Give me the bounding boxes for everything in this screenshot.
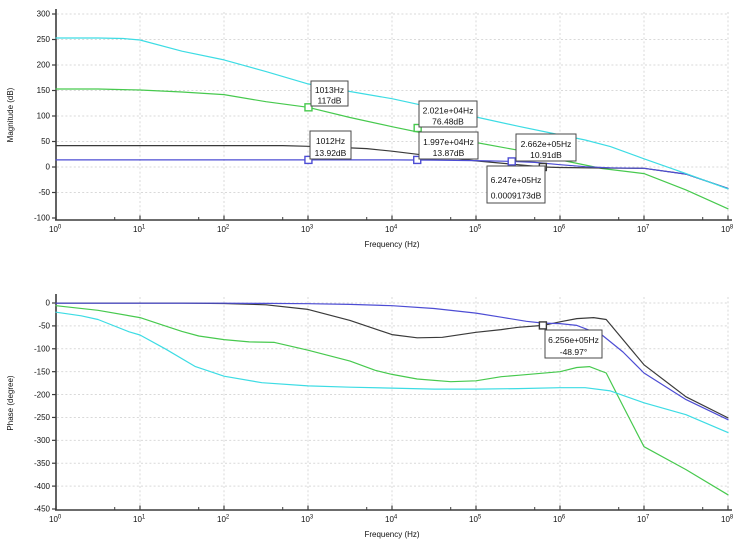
cursor-value: 13.87dB	[433, 148, 465, 158]
trace-cyan	[55, 311, 729, 434]
cursor-readout[interactable]: 1012Hz 13.92dB	[304, 130, 352, 165]
cursor-value: 13.92dB	[315, 148, 347, 158]
cursor-box[interactable]	[544, 329, 603, 359]
cursor-box[interactable]	[515, 133, 577, 162]
y-tick-label: 300	[37, 10, 51, 19]
cursor-marker[interactable]	[413, 123, 422, 133]
y-tick-label: 0	[46, 299, 51, 308]
cursor-box[interactable]	[418, 131, 479, 160]
x-tick-label: 104	[385, 225, 398, 235]
y-tick-label: -250	[34, 413, 51, 422]
cursor-marker[interactable]	[413, 155, 422, 165]
cursor-frequency: 6.256e+05Hz	[548, 335, 599, 345]
cursor-frequency: 1.997e+04Hz	[423, 137, 474, 147]
x-tick-label: 101	[133, 225, 146, 235]
cursor-frequency: 1013Hz	[315, 85, 344, 95]
y-tick-label: -450	[34, 505, 51, 514]
y-tick-label: -100	[34, 344, 51, 353]
x-tick-label: 103	[301, 225, 314, 235]
phase-plot: 100 101 102 103 104 105 106 107 108 0 -50 -100 -150 -…	[6, 294, 734, 539]
y-tick-label: 200	[37, 61, 51, 70]
cursor-value: 10.91dB	[530, 150, 562, 160]
x-tick-label: 107	[637, 515, 650, 525]
cursor-value: 76.48dB	[432, 116, 464, 126]
cursor-frequency: 1012Hz	[316, 136, 345, 146]
cursor-readout[interactable]: 6.256e+05Hz -48.97°	[538, 321, 603, 359]
x-tick-label: 103	[301, 515, 314, 525]
x-tick-label: 107	[637, 225, 650, 235]
cursor-frequency: 6.247e+05Hz	[491, 175, 542, 185]
x-tick-label: 102	[217, 515, 230, 525]
cursor-value: -48.97°	[560, 347, 588, 357]
x-tick-label: 100	[49, 515, 62, 525]
trace-black	[55, 302, 729, 419]
cursor-readout[interactable]: 6.247e+05Hz 0.0009173dB	[486, 162, 548, 204]
y-tick-label: -50	[38, 188, 50, 197]
cursor-value: 0.0009173dB	[491, 190, 542, 200]
y-tick-label: -150	[34, 367, 51, 376]
x-tick-label: 104	[385, 515, 398, 525]
y-tick-label: 50	[41, 137, 50, 146]
x-tick-label: 102	[217, 225, 230, 235]
x-tick-label: 108	[721, 515, 734, 525]
cursor-box[interactable]	[418, 100, 478, 128]
y-axis-label: Phase (degree)	[6, 375, 15, 430]
cursor-value: 117dB	[318, 96, 342, 106]
grid	[57, 12, 729, 219]
cursor-frequency: 2.021e+04Hz	[423, 105, 474, 115]
x-axis-label: Frequency (Hz)	[364, 530, 419, 539]
y-tick-label: 250	[37, 35, 51, 44]
y-tick-label: -100	[34, 214, 51, 223]
magnitude-plot: 100 101 102 103 104 105 106 107 108 300 250 200 150 1…	[6, 9, 734, 249]
x-axis-label: Frequency (Hz)	[364, 240, 419, 249]
y-axis-label: Magnitude (dB)	[6, 87, 15, 142]
x-tick-label: 101	[133, 515, 146, 525]
cursor-box[interactable]	[310, 80, 349, 107]
cursor-box[interactable]	[486, 165, 546, 204]
trace-cyan	[55, 37, 729, 190]
x-tick-label: 105	[469, 515, 482, 525]
y-tick-label: -400	[34, 482, 51, 491]
x-tick-label: 108	[721, 225, 734, 235]
y-tick-label: -200	[34, 390, 51, 399]
x-tick-label: 105	[469, 225, 482, 235]
y-tick-label: -50	[38, 322, 50, 331]
cursor-frequency: 2.662e+05Hz	[521, 139, 572, 149]
cursor-marker[interactable]	[507, 157, 516, 166]
trace-green	[55, 88, 729, 210]
grid	[57, 297, 729, 509]
x-tick-label: 106	[553, 225, 566, 235]
trace-blue	[55, 302, 729, 421]
cursor-marker[interactable]	[538, 321, 548, 330]
y-tick-label: 150	[37, 86, 51, 95]
cursor-marker[interactable]	[304, 103, 313, 112]
y-tick-label: 100	[37, 112, 51, 121]
cursor-marker[interactable]	[304, 155, 313, 165]
cursor-box[interactable]	[309, 130, 352, 160]
trace-green	[55, 305, 729, 496]
y-tick-label: -300	[34, 436, 51, 445]
x-tick-label: 100	[49, 225, 62, 235]
y-tick-label: 0	[46, 163, 51, 172]
x-tick-label: 106	[553, 515, 566, 525]
y-tick-label: -350	[34, 459, 51, 468]
